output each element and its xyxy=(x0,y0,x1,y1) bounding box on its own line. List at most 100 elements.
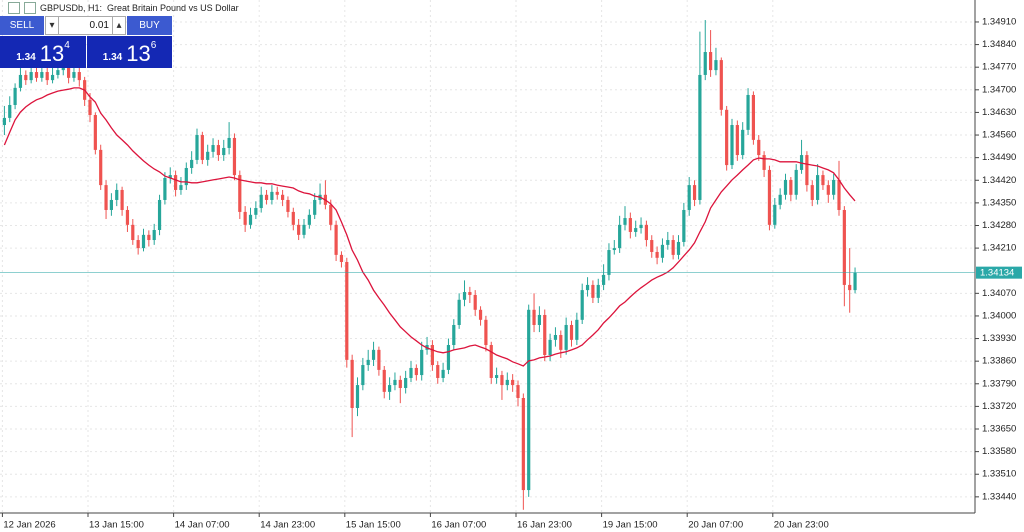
candle-body xyxy=(837,179,841,210)
price-fraction: 4 xyxy=(64,40,70,51)
candle-body xyxy=(72,72,76,78)
candle-body xyxy=(329,204,333,225)
candle-body xyxy=(40,72,44,78)
candle-body xyxy=(816,175,820,200)
candle-body xyxy=(441,369,445,378)
candle-body xyxy=(18,74,23,88)
trade-panel: SELL ▾ 0.01 ▴ BUY 1.34 13 4 1.34 13 6 xyxy=(0,16,172,68)
candle-body xyxy=(179,185,183,190)
candle-body xyxy=(264,194,269,200)
candle-body xyxy=(147,234,151,241)
x-tick-label: 15 Jan 15:00 xyxy=(346,520,401,531)
candle-body xyxy=(190,159,194,168)
candle-body xyxy=(639,224,643,229)
candle-body xyxy=(377,349,381,370)
y-tick-label: 1.34840 xyxy=(982,39,1016,50)
x-tick-label: 12 Jan 2026 xyxy=(3,520,55,531)
candle-body xyxy=(8,104,12,118)
candle-body xyxy=(232,137,237,176)
candle-body xyxy=(484,319,488,346)
y-tick-label: 1.34210 xyxy=(982,243,1016,254)
candle-body xyxy=(120,189,124,210)
price-pips: 13 xyxy=(39,41,65,66)
candle-body xyxy=(13,87,17,105)
candle-body xyxy=(307,214,311,225)
y-tick-label: 1.33650 xyxy=(982,424,1016,435)
candle-body xyxy=(810,185,814,200)
y-tick-label: 1.34560 xyxy=(982,130,1016,141)
candle-body xyxy=(24,74,28,81)
candle-body xyxy=(553,335,558,340)
candle-body xyxy=(157,199,162,231)
candle-body xyxy=(248,214,253,225)
candle-body xyxy=(682,209,686,242)
candle-body xyxy=(532,309,536,325)
candle-body xyxy=(409,367,413,378)
candle-body xyxy=(206,151,210,160)
candle-body xyxy=(821,175,825,186)
candle-body xyxy=(516,385,520,398)
candle-body xyxy=(676,241,681,255)
candle-body xyxy=(805,155,809,186)
candle-body xyxy=(757,139,761,156)
candle-body xyxy=(291,211,295,225)
price-tag-label: 1.34134 xyxy=(980,268,1014,279)
y-tick-label: 1.34630 xyxy=(982,107,1016,118)
candle-body xyxy=(575,319,579,340)
volume-input[interactable]: 0.01 xyxy=(59,16,112,35)
price-tag xyxy=(976,266,1022,279)
candle-body xyxy=(612,248,616,251)
volume-down[interactable]: ▾ xyxy=(45,16,59,35)
candle-body xyxy=(826,185,830,195)
candle-body xyxy=(623,218,627,225)
candle-body xyxy=(286,199,290,212)
candle-body xyxy=(666,240,670,245)
y-tick-label: 1.34000 xyxy=(982,310,1016,321)
candle-body xyxy=(446,345,451,370)
candle-body xyxy=(174,175,178,190)
candle-body xyxy=(607,250,611,275)
candle-body xyxy=(152,230,156,241)
y-tick-label: 1.34420 xyxy=(982,175,1016,186)
candle-body xyxy=(88,99,92,116)
candle-body xyxy=(371,349,376,360)
candle-body xyxy=(61,67,65,71)
candle-body xyxy=(56,70,60,75)
candle-body xyxy=(618,224,622,249)
candle-body xyxy=(628,218,632,232)
candle-body xyxy=(746,94,750,130)
candle-body xyxy=(773,204,777,225)
candle-body xyxy=(569,324,574,340)
candle-body xyxy=(660,244,665,258)
candle-body xyxy=(104,185,108,210)
y-tick-label: 1.33860 xyxy=(982,356,1016,367)
sell-button[interactable]: SELL xyxy=(0,16,44,35)
buy-button[interactable]: BUY xyxy=(127,16,172,35)
candle-body xyxy=(297,224,301,235)
price-fraction: 6 xyxy=(150,40,157,51)
candle-body xyxy=(29,72,33,81)
candle-body xyxy=(692,185,697,200)
candle-body xyxy=(698,74,702,200)
candle-body xyxy=(382,369,386,392)
sell-price[interactable]: 1.34 13 4 xyxy=(0,36,86,68)
candle-body xyxy=(2,117,6,126)
candle-body xyxy=(762,155,766,170)
candle-body xyxy=(468,292,472,295)
candle-body xyxy=(67,67,71,78)
volume-up[interactable]: ▴ xyxy=(112,16,126,35)
x-tick-label: 20 Jan 07:00 xyxy=(688,520,743,531)
candle-body xyxy=(559,335,563,350)
candle-body xyxy=(585,284,590,291)
candle-body xyxy=(848,284,852,291)
y-tick-label: 1.34280 xyxy=(982,220,1016,231)
candle-body xyxy=(495,375,499,378)
candle-body xyxy=(50,74,55,81)
candle-body xyxy=(842,209,846,285)
candle-body xyxy=(602,274,606,285)
buy-price[interactable]: 1.34 13 6 xyxy=(87,36,172,68)
x-tick-label: 13 Jan 15:00 xyxy=(89,520,144,531)
candle-body xyxy=(527,309,531,491)
candle-body xyxy=(832,179,836,195)
